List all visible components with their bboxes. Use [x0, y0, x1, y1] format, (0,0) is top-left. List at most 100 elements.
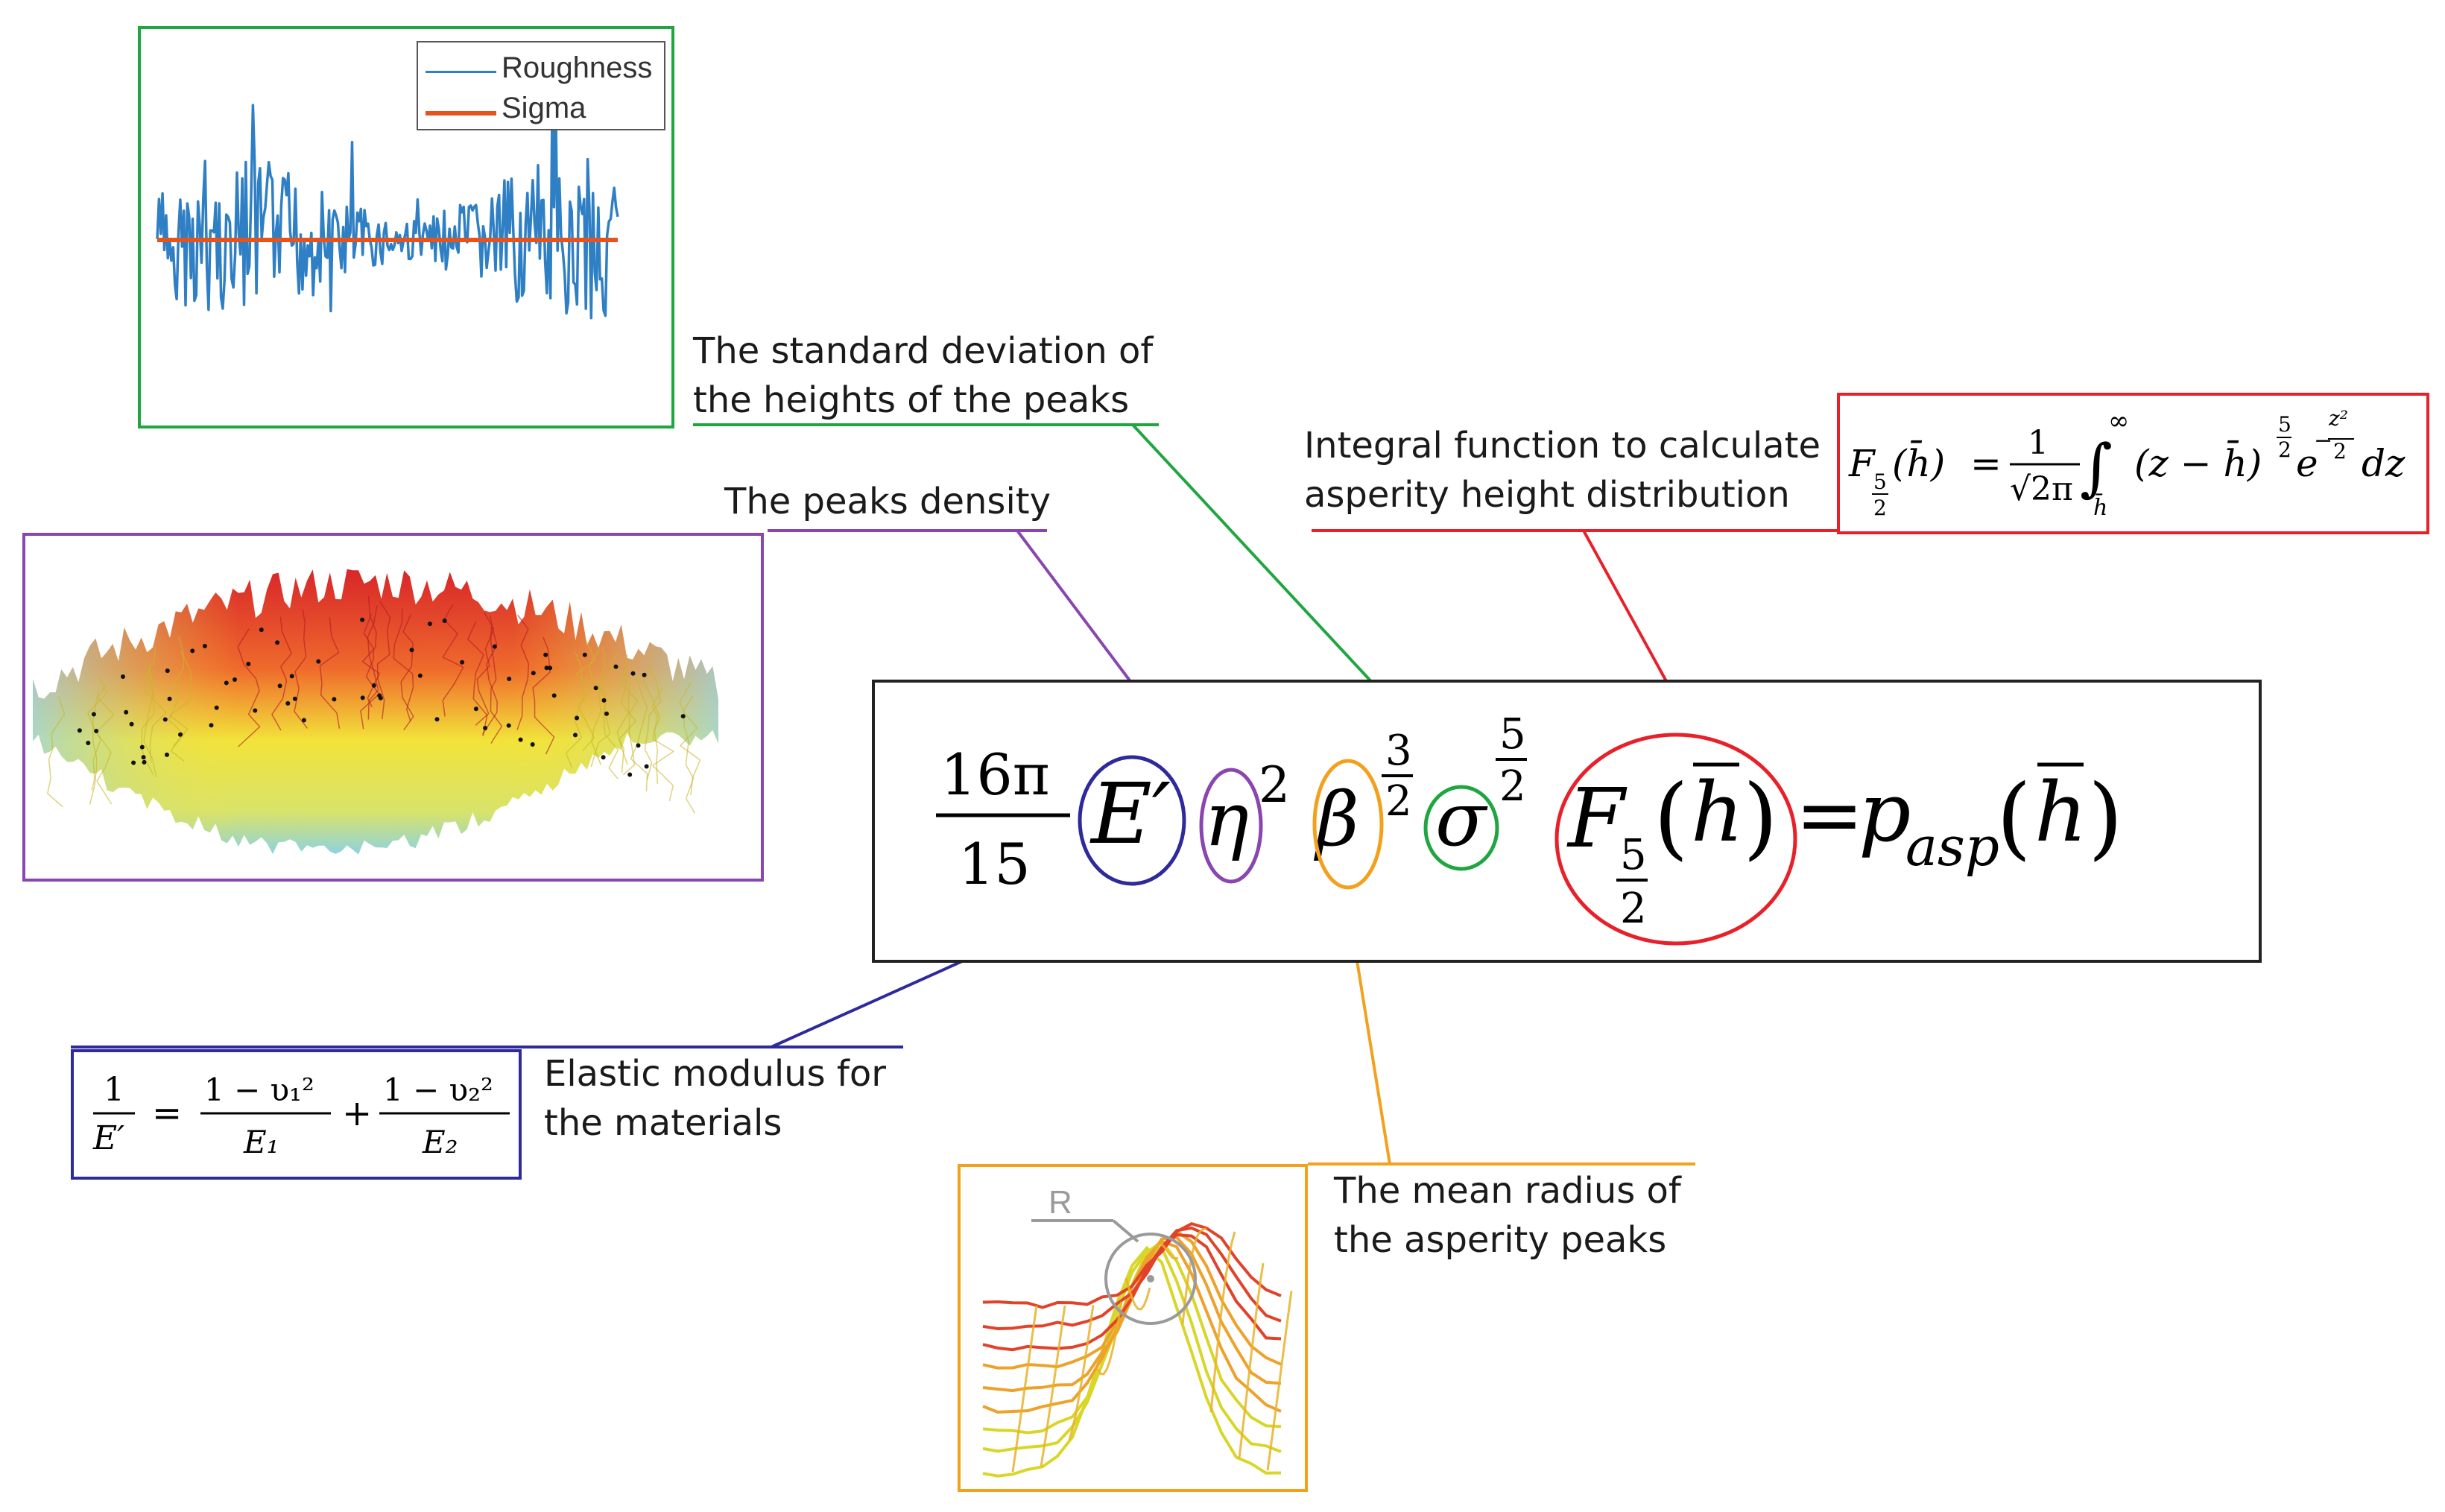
label-std-deviation: The standard deviation of the heights of…	[693, 330, 1154, 421]
legend-roughness-swatch	[426, 71, 496, 73]
eq-p-h: h	[2034, 765, 2087, 860]
surface-mesh-line	[46, 696, 66, 808]
peak-marker	[139, 744, 145, 750]
peaks-surface-plot	[33, 569, 718, 855]
surface-mesh-line	[144, 646, 168, 763]
peak-marker	[492, 644, 497, 649]
peak-marker	[246, 662, 251, 666]
eq-coef-num: 16π	[940, 741, 1050, 808]
asperity-peak-box: R	[958, 1164, 1308, 1492]
peak-marker	[94, 729, 99, 733]
asperity-mesh-line	[1153, 1242, 1179, 1261]
peak-marker	[642, 672, 647, 677]
peak-marker	[233, 677, 237, 682]
asperity-mesh-line	[982, 1246, 1282, 1453]
eq-p: p	[1859, 765, 1911, 860]
modulus-equation-box: 1 E′ = 1 − υ₁² E₁ + 1 − υ₂² E₂	[71, 1049, 522, 1180]
int-frac-den: √2π	[2010, 470, 2073, 508]
eq-p-open-paren: (	[1996, 766, 2031, 870]
peak-marker	[178, 732, 183, 737]
roughness-plot-box: Roughness Sigma	[138, 26, 674, 428]
surface-mesh-line	[591, 647, 607, 765]
peak-marker	[680, 714, 686, 719]
int-upper: ∞	[2108, 406, 2129, 436]
peak-marker	[531, 671, 536, 676]
mod-t2-den: E₂	[422, 1124, 458, 1160]
integral-equation: F 5 2 (h̄) = 1 √2π ∫ ∞ h̄ (z − h̄) 5 2 e…	[1848, 406, 2406, 521]
surface-mesh-line	[376, 601, 391, 720]
surface-mesh-line	[168, 649, 192, 762]
peak-marker	[332, 697, 337, 702]
eq-eta: η	[1204, 776, 1249, 863]
curvature-circle	[1104, 1233, 1197, 1325]
peak-marker	[427, 621, 432, 627]
highlight-F	[1554, 733, 1797, 946]
surface-mesh-line	[168, 636, 185, 747]
peak-marker	[162, 717, 168, 722]
mod-t1-den: E₁	[243, 1124, 279, 1160]
int-lower: h̄	[2093, 493, 2107, 521]
surface-mesh-line	[95, 685, 115, 805]
asperity-mesh-line	[1238, 1262, 1265, 1458]
asperity-mesh-line	[1011, 1305, 1038, 1473]
int-dz: dz	[2362, 442, 2406, 485]
roughness-series-line	[156, 102, 619, 320]
eq-equals: =	[1795, 767, 1864, 862]
surface-mesh-line	[630, 675, 648, 792]
surface-mesh-line	[642, 666, 661, 785]
peak-marker	[165, 668, 170, 674]
peak-marker	[473, 706, 478, 712]
int-frac-num: 1	[2028, 424, 2049, 462]
asperity-mesh-line	[1040, 1305, 1066, 1467]
int-sub-num: 5	[1873, 469, 1887, 494]
eq-F-sub-num: 5	[1620, 831, 1647, 879]
peak-marker	[371, 683, 376, 688]
peak-marker	[141, 755, 146, 760]
int-pow-num: 5	[2278, 412, 2291, 437]
label-elastic-modulus: Elastic modulus for the materials	[544, 1053, 886, 1144]
int-e: e	[2296, 442, 2318, 485]
surface-mesh-line	[466, 621, 488, 737]
int-integrand: (z − h̄)	[2134, 440, 2262, 485]
surface-mesh-line	[651, 687, 675, 801]
int-pow-den: 2	[2278, 437, 2291, 462]
peak-marker	[636, 743, 641, 748]
peak-marker	[121, 674, 125, 679]
asperity-mesh-line	[1096, 1301, 1123, 1376]
peak-marker	[460, 659, 465, 665]
peak-marker	[630, 671, 636, 676]
eq-coef-den: 15	[958, 831, 1031, 897]
peak-marker	[190, 648, 195, 654]
int-sub-den: 2	[1873, 496, 1887, 520]
eq-F: F	[1566, 771, 1628, 866]
peak-marker	[601, 755, 606, 760]
peak-marker	[167, 696, 172, 701]
peak-marker	[129, 721, 134, 727]
asperity-mesh-line	[1068, 1305, 1095, 1440]
peak-marker	[627, 772, 633, 777]
legend-sigma-swatch	[426, 111, 496, 116]
peak-marker	[224, 680, 229, 686]
int-exp-num: z²	[2328, 406, 2348, 431]
legend-sigma-label: Sigma	[502, 92, 586, 124]
peak-marker	[209, 723, 214, 728]
surface-mesh-line	[294, 609, 309, 729]
peak-marker	[292, 696, 297, 701]
peak-marker	[417, 673, 423, 678]
peak-marker	[543, 652, 548, 657]
int-arg: (h̄)	[1892, 440, 1945, 485]
highlight-sigma	[1423, 785, 1499, 871]
eq-beta-exp-num: 3	[1385, 727, 1412, 775]
curvature-center	[1147, 1275, 1154, 1282]
eq-beta-exp-den: 2	[1385, 777, 1412, 826]
eq-p-close-paren: )	[2088, 766, 2123, 870]
peak-marker	[301, 718, 306, 723]
peak-marker	[253, 708, 258, 713]
peak-marker	[613, 664, 619, 669]
mod-lhs-num: 1	[104, 1071, 124, 1109]
eq-sigma: σ	[1435, 776, 1488, 863]
asperity-mesh-line	[982, 1226, 1282, 1331]
peak-marker	[593, 686, 598, 691]
peak-markers	[77, 617, 686, 777]
surface-mesh-line	[679, 682, 701, 796]
